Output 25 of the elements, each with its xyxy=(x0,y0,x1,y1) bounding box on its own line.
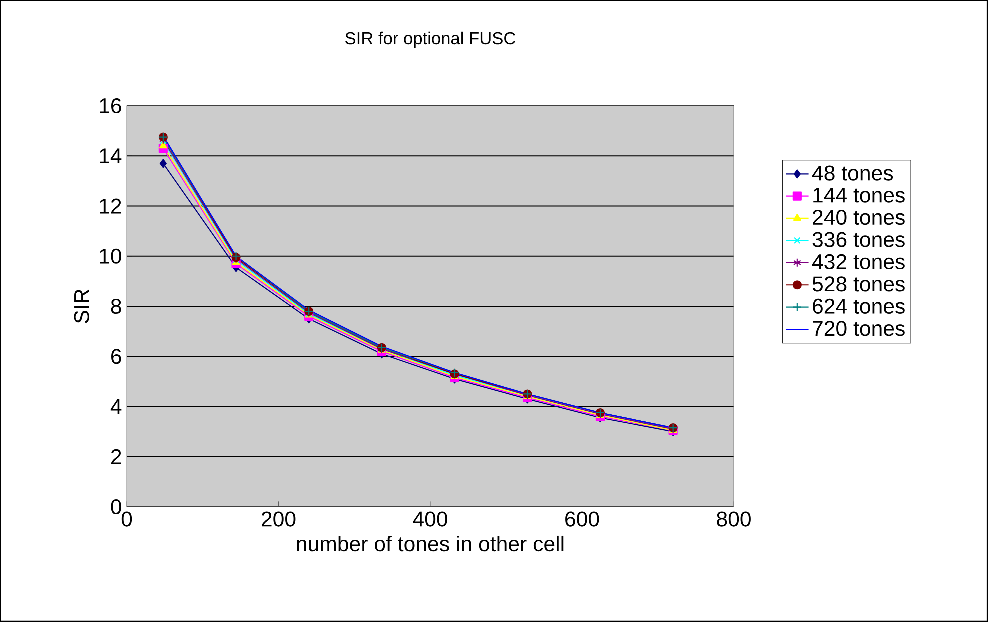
legend-label: 624 tones xyxy=(813,298,905,314)
y-tick-label: 10 xyxy=(100,248,122,264)
y-axis-title: SIR xyxy=(74,290,90,324)
y-tick-label: 0 xyxy=(111,499,122,515)
x-tick-label: 200 xyxy=(262,512,296,527)
legend-label: 432 tones xyxy=(812,254,905,270)
legend-label: 336 tones xyxy=(812,232,905,248)
x-tick-label: 600 xyxy=(566,512,600,527)
legend-label: 720 tones xyxy=(813,321,905,336)
legend-label: 144 tones xyxy=(814,188,905,203)
y-tick-label: 8 xyxy=(111,298,122,314)
y-tick-label: 14 xyxy=(100,148,122,164)
x-tick-label: 400 xyxy=(413,512,448,527)
y-tick-label: 16 xyxy=(100,98,122,114)
y-tick-label: 2 xyxy=(111,449,122,464)
y-tick-label: 6 xyxy=(112,349,122,364)
legend-label: 48 tones xyxy=(812,166,894,181)
x-tick-label: 0 xyxy=(122,512,132,527)
y-tick-label: 4 xyxy=(110,399,122,414)
legend-label: 240 tones xyxy=(813,210,905,226)
legend-label: 528 tones xyxy=(812,276,905,292)
x-tick-label: 800 xyxy=(717,512,751,527)
chart-title: SIR for optional FUSC xyxy=(346,32,516,48)
y-tick-label: 12 xyxy=(100,198,122,214)
x-axis-title: number of tones in other cell xyxy=(297,536,564,552)
